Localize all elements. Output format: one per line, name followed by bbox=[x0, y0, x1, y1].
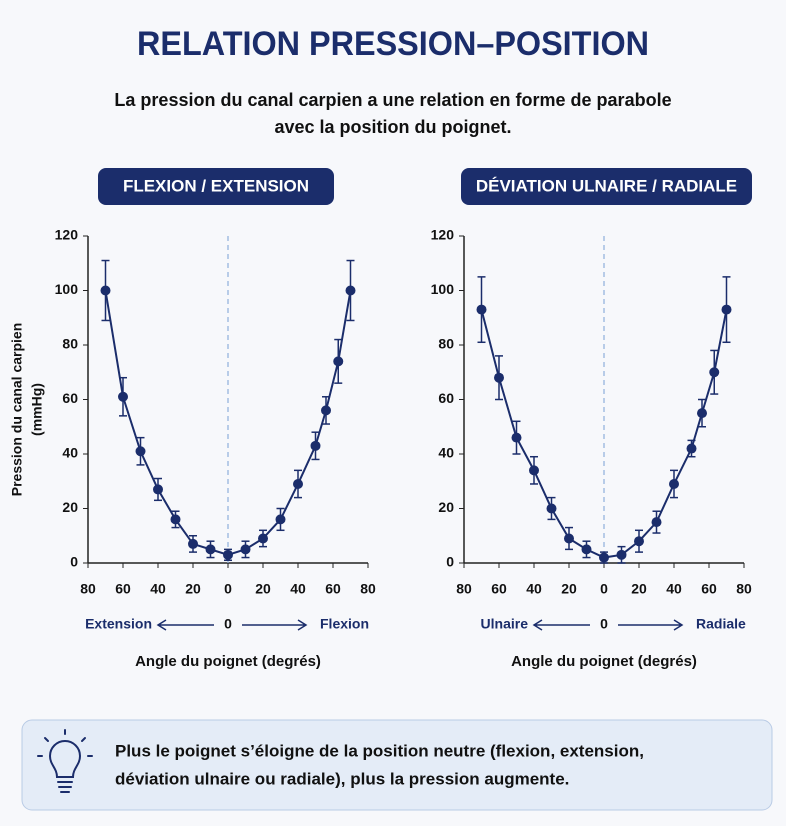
data-point bbox=[494, 372, 504, 383]
y-tick-label: 0 bbox=[70, 554, 78, 570]
arrow bbox=[242, 619, 308, 631]
x-tick-label: 20 bbox=[255, 581, 271, 597]
data-point bbox=[697, 408, 707, 419]
x-tick-label: 60 bbox=[701, 581, 717, 597]
data-point bbox=[345, 285, 356, 296]
y-tick-label: 0 bbox=[446, 554, 454, 570]
trend-line bbox=[104, 290, 352, 556]
x-tick-label: 40 bbox=[526, 581, 542, 597]
direction-label: Radiale bbox=[696, 616, 746, 632]
y-tick-label: 20 bbox=[438, 499, 454, 515]
y-tick-label: 120 bbox=[55, 227, 79, 243]
data-point bbox=[333, 356, 344, 367]
x-tick-label: 80 bbox=[80, 581, 96, 597]
data-point bbox=[634, 536, 644, 547]
y-tick-label: 100 bbox=[431, 281, 455, 297]
x-tick-label: 20 bbox=[561, 581, 577, 597]
x-tick-label: 80 bbox=[736, 581, 752, 597]
y-tick-label: 120 bbox=[431, 227, 455, 243]
data-point bbox=[100, 285, 111, 296]
data-point bbox=[293, 478, 303, 489]
x-axis-label: Angle du poignet (degrés) bbox=[511, 653, 697, 670]
y-tick-label: 40 bbox=[438, 445, 454, 461]
title: RELATION PRESSION–POSITION bbox=[137, 25, 649, 63]
x-tick-label: 0 bbox=[600, 581, 608, 597]
direction-label: 0 bbox=[224, 616, 232, 632]
x-tick-label: 40 bbox=[290, 581, 306, 597]
chart-title: DÉVIATION ULNAIRE / RADIALE bbox=[476, 176, 737, 195]
data-point bbox=[240, 544, 251, 555]
x-tick-label: 60 bbox=[491, 581, 507, 597]
x-axis-label: Angle du poignet (degrés) bbox=[135, 653, 321, 670]
data-point bbox=[564, 533, 574, 544]
x-tick-label: 20 bbox=[631, 581, 647, 597]
direction-label: Ulnaire bbox=[481, 616, 529, 632]
data-point bbox=[170, 514, 181, 525]
data-point bbox=[616, 549, 627, 560]
x-tick-label: 0 bbox=[224, 581, 232, 597]
data-point bbox=[223, 549, 233, 560]
data-point bbox=[599, 552, 609, 563]
chart-title-pill bbox=[461, 168, 752, 205]
data-point bbox=[188, 538, 198, 549]
data-point bbox=[153, 484, 163, 495]
y-tick-label: 20 bbox=[62, 499, 78, 515]
data-point bbox=[258, 533, 268, 544]
data-point bbox=[669, 478, 679, 489]
y-axis-label: Pression du canal carpien bbox=[9, 323, 25, 497]
y-axis-label: (mmHg) bbox=[29, 383, 45, 436]
subtitle: avec la position du poignet. bbox=[274, 117, 511, 137]
data-point bbox=[321, 405, 331, 416]
data-point bbox=[651, 517, 662, 528]
x-tick-label: 80 bbox=[456, 581, 472, 597]
trend-line bbox=[480, 309, 728, 559]
arrow bbox=[532, 619, 590, 631]
data-point bbox=[686, 443, 697, 454]
y-tick-label: 80 bbox=[62, 336, 78, 352]
note-box bbox=[21, 719, 773, 811]
bulb-icon bbox=[37, 729, 93, 793]
x-tick-label: 60 bbox=[115, 581, 131, 597]
data-point bbox=[721, 304, 732, 315]
x-tick-label: 40 bbox=[666, 581, 682, 597]
x-tick-label: 60 bbox=[325, 581, 341, 597]
data-point bbox=[581, 544, 592, 555]
x-tick-label: 40 bbox=[150, 581, 166, 597]
y-tick-label: 40 bbox=[62, 445, 78, 461]
subtitle: La pression du canal carpien a une relat… bbox=[114, 90, 671, 110]
y-tick-label: 80 bbox=[438, 336, 454, 352]
x-tick-label: 80 bbox=[360, 581, 376, 597]
chart-title-pill bbox=[98, 168, 334, 205]
data-point bbox=[476, 304, 487, 315]
y-tick-label: 60 bbox=[438, 390, 454, 406]
data-point bbox=[310, 440, 321, 451]
direction-label: 0 bbox=[600, 616, 608, 632]
note-text: déviation ulnaire ou radiale), plus la p… bbox=[115, 769, 569, 788]
data-point bbox=[511, 432, 522, 443]
y-tick-label: 100 bbox=[55, 281, 79, 297]
direction-label: Extension bbox=[85, 616, 152, 632]
chart-title: FLEXION / EXTENSION bbox=[123, 176, 309, 195]
data-point bbox=[546, 503, 557, 514]
note-text: Plus le poignet s’éloigne de la position… bbox=[115, 741, 644, 760]
data-point bbox=[205, 544, 216, 555]
arrow bbox=[618, 619, 684, 631]
x-tick-label: 20 bbox=[185, 581, 201, 597]
direction-label: Flexion bbox=[320, 616, 369, 632]
data-point bbox=[275, 514, 286, 525]
data-point bbox=[529, 465, 539, 476]
y-tick-label: 60 bbox=[62, 390, 78, 406]
arrow bbox=[156, 619, 214, 631]
data-point bbox=[135, 446, 146, 457]
data-point bbox=[118, 391, 128, 402]
data-point bbox=[709, 367, 720, 378]
